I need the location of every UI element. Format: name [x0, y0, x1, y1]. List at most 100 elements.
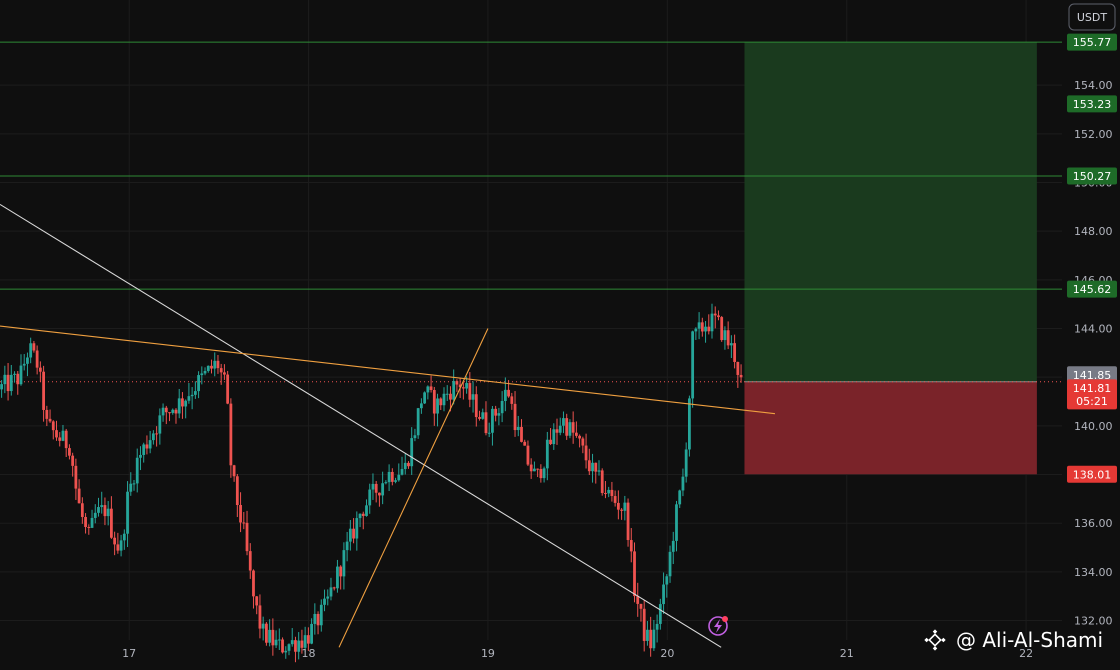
candle-body	[390, 471, 394, 482]
candle-body	[45, 409, 49, 419]
candle-body	[19, 365, 23, 385]
candle-body	[16, 373, 20, 385]
candle-body	[739, 374, 743, 378]
candle-body	[487, 432, 491, 434]
candle-body	[71, 455, 75, 466]
candle-body	[68, 448, 71, 456]
candle-body	[38, 367, 42, 372]
candle-body	[219, 368, 223, 373]
candle-body	[290, 640, 294, 645]
trendline-orange[interactable]	[338, 328, 489, 648]
candle-body	[248, 551, 252, 571]
candle-body	[210, 365, 213, 369]
candle-body	[516, 426, 520, 431]
candle-body	[594, 462, 598, 472]
candle-body	[0, 384, 4, 390]
time-axis[interactable]: 17 18 19 20 21 22	[122, 647, 1033, 660]
candle-body	[581, 438, 585, 446]
candle-body	[252, 570, 255, 597]
candle-body	[161, 407, 165, 416]
candle-body	[6, 374, 10, 392]
target-level-badge	[1067, 33, 1117, 51]
candle-body	[213, 360, 217, 369]
candle-body	[326, 596, 330, 599]
currency-button[interactable]: USDT	[1068, 3, 1116, 31]
candle-body	[97, 507, 100, 513]
candle-body	[736, 361, 740, 375]
candle-body	[271, 629, 275, 646]
candle-body	[533, 468, 536, 472]
candle-body	[348, 528, 352, 542]
candle-body	[432, 390, 436, 414]
candle-body	[3, 374, 7, 385]
candle-body	[187, 396, 191, 401]
candle-body	[323, 598, 326, 605]
candle-body	[119, 540, 123, 551]
candle-body	[42, 371, 45, 410]
candle-body	[181, 398, 184, 407]
y-tick-label: 134.00	[1074, 566, 1113, 579]
candle-body	[704, 326, 707, 332]
candle-body	[381, 483, 385, 496]
candle-body	[484, 412, 488, 434]
candle-body	[387, 471, 391, 483]
candle-body	[584, 445, 588, 461]
trendline-orange[interactable]	[0, 325, 776, 415]
candle-body	[51, 421, 55, 431]
watermark: @ Ali-Al-Shami	[924, 628, 1103, 652]
candle-body	[164, 407, 168, 413]
candle-body	[245, 522, 249, 552]
candle-body	[232, 465, 236, 477]
currency-button-label[interactable]: USDT	[1077, 11, 1108, 24]
candle-body	[684, 449, 688, 477]
candle-body	[568, 422, 572, 436]
candle-body	[58, 437, 62, 441]
target-level-label: 155.77	[1073, 36, 1112, 49]
candle-body	[429, 386, 433, 391]
alert-icon[interactable]	[708, 616, 728, 636]
candle-body	[239, 505, 242, 523]
candle-body	[452, 381, 456, 400]
price-axis[interactable]: 132.00134.00136.00138.00140.00142.00144.…	[1067, 33, 1117, 628]
candle-body	[549, 439, 552, 445]
candle-body	[319, 604, 323, 626]
target-level-badge	[1067, 280, 1117, 298]
candle-body	[294, 640, 297, 652]
candle-body	[355, 518, 359, 539]
trendline-white[interactable]	[0, 203, 722, 648]
candle-body	[542, 468, 546, 479]
candle-body	[132, 483, 136, 485]
candle-body	[587, 460, 591, 472]
candle-body	[361, 513, 365, 516]
candle-body	[458, 384, 462, 388]
candle-body	[642, 608, 646, 641]
candle-body	[491, 408, 494, 433]
candle-body	[129, 483, 133, 492]
candle-body	[103, 505, 107, 517]
candle-body	[613, 496, 617, 503]
candle-body	[84, 516, 87, 527]
candle-body	[197, 375, 200, 392]
candle-body	[481, 412, 485, 419]
x-tick-label: 17	[122, 647, 136, 660]
candle-body	[529, 464, 533, 472]
candle-body	[610, 489, 614, 497]
candle-body	[274, 639, 278, 646]
target-level-label: 145.62	[1073, 283, 1112, 296]
candle-body	[77, 488, 81, 504]
candle-body	[29, 343, 33, 358]
last-price-label: 141.85	[1073, 369, 1112, 382]
candle-body	[662, 584, 665, 605]
candle-body	[90, 517, 94, 528]
candles-layer	[0, 303, 743, 663]
y-tick-label: 148.00	[1074, 225, 1113, 238]
candle-body	[726, 330, 730, 346]
candle-body	[226, 374, 230, 404]
candle-body	[13, 373, 16, 375]
candle-body	[55, 430, 58, 438]
candle-body	[658, 604, 662, 624]
candle-body	[623, 502, 627, 511]
candle-body	[378, 492, 381, 496]
